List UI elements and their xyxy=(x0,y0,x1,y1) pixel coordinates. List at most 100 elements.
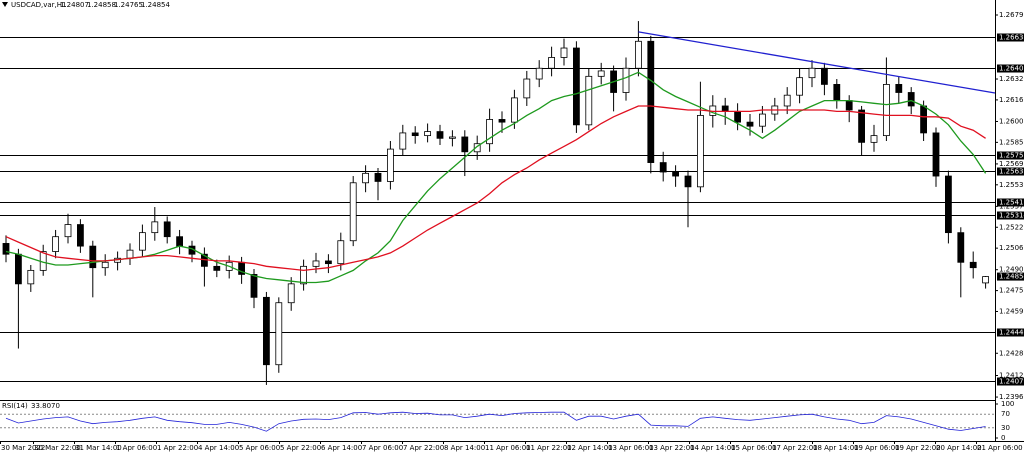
x-tick-label: 11 Apr 06:00 xyxy=(485,444,531,452)
candle-body xyxy=(374,172,382,182)
ohlc-close: 1.24854 xyxy=(141,1,170,9)
candle-body xyxy=(883,84,890,137)
candle-body xyxy=(101,261,109,269)
candle-body xyxy=(969,261,977,269)
y-tick-label: 1.25065 xyxy=(999,244,1024,252)
rsi-current: 33.8070 xyxy=(31,402,60,410)
candle-body xyxy=(845,100,853,111)
x-tick-label: 13 Apr 06:00 xyxy=(608,444,654,452)
candle-body xyxy=(461,136,469,153)
level-label: 1.25639 xyxy=(999,168,1024,176)
y-tick-label: 70 xyxy=(1001,410,1010,418)
candle-body xyxy=(473,143,481,153)
candle-body xyxy=(560,47,568,58)
rsi-line xyxy=(5,411,986,432)
candle-body xyxy=(498,119,506,123)
candle-body xyxy=(957,232,965,263)
ohlc-open: 1.24807 xyxy=(60,1,89,9)
y-tick-label: 1.26320 xyxy=(999,75,1024,83)
candle-body xyxy=(250,274,258,298)
candle-body xyxy=(424,131,432,137)
level-label-box xyxy=(997,377,1024,386)
candle-body xyxy=(386,148,394,182)
candle-body xyxy=(510,97,518,123)
y-tick-label: 1.24750 xyxy=(999,287,1024,295)
y-tick-label: 30 xyxy=(1001,424,1010,432)
candle-body xyxy=(523,78,531,99)
candle-body xyxy=(163,221,171,238)
y-tick-label: 1.25690 xyxy=(999,160,1024,168)
y-tick-label: 0 xyxy=(1001,434,1005,442)
candle-body xyxy=(262,296,270,366)
candle-body xyxy=(697,115,704,188)
candle-body xyxy=(548,57,555,69)
candle-body xyxy=(300,265,308,285)
candle-body xyxy=(833,84,841,101)
x-tick-label: 17 Apr 22:00 xyxy=(772,444,818,452)
level-label: 1.25753 xyxy=(999,152,1024,160)
x-tick-label: 19 Apr 06:00 xyxy=(854,444,900,452)
candle-body xyxy=(2,243,10,255)
x-tick-label: 12 Apr 14:00 xyxy=(567,444,613,452)
candle-body xyxy=(573,47,580,126)
candle-body xyxy=(907,92,915,107)
candle-body xyxy=(89,245,97,269)
candle-body xyxy=(349,182,357,242)
candle-body xyxy=(77,224,84,247)
candle-body xyxy=(287,283,295,304)
x-tick-label: 1 Apr 06:00 xyxy=(116,444,157,452)
candle-body xyxy=(796,77,803,96)
candle-body xyxy=(399,132,407,150)
level-label-box xyxy=(997,33,1024,42)
candle-body xyxy=(486,119,494,145)
y-tick-label: 1.24285 xyxy=(999,349,1024,357)
candle-body xyxy=(138,232,146,251)
level-label-box xyxy=(997,328,1024,337)
y-tick-label: 1.25220 xyxy=(999,223,1024,231)
ohlc-low: 1.24765 xyxy=(114,1,143,9)
candle-body xyxy=(759,113,766,127)
level-label: 1.25314 xyxy=(999,212,1024,220)
x-tick-label: 15 Apr 06:00 xyxy=(731,444,777,452)
x-tick-label: 4 Apr 14:00 xyxy=(198,444,239,452)
trend-line xyxy=(638,31,996,94)
y-tick-label: 1.26165 xyxy=(999,96,1024,104)
candle-body xyxy=(746,121,754,127)
candle-body xyxy=(597,70,605,77)
candle-body xyxy=(734,110,741,123)
candle-body xyxy=(126,249,134,259)
y-tick-label: 1.25850 xyxy=(999,138,1024,146)
candle-body xyxy=(721,105,729,112)
x-tick-label: 1 Apr 22:00 xyxy=(157,444,198,452)
candle-body xyxy=(982,276,989,284)
candle-body xyxy=(535,67,543,80)
current-price-box xyxy=(997,272,1024,281)
symbol: USDCAD,var,H1 xyxy=(11,1,67,9)
x-tick-label: 14 Apr 14:00 xyxy=(690,444,736,452)
x-tick-label: 6 Apr 14:00 xyxy=(321,444,362,452)
candle-body xyxy=(411,132,419,137)
candle-body xyxy=(783,94,791,107)
candle-body xyxy=(436,131,444,139)
x-tick-label: 19 Apr 22:00 xyxy=(895,444,941,452)
y-tick-label: 1.24905 xyxy=(999,266,1024,274)
candle-body xyxy=(324,260,332,265)
x-tick-label: 7 Apr 06:00 xyxy=(362,444,403,452)
x-tick-label: 8 Apr 14:00 xyxy=(444,444,485,452)
y-tick-label: 1.23960 xyxy=(999,393,1024,401)
candle-body xyxy=(647,40,655,163)
candle-body xyxy=(684,175,692,188)
x-tick-label: 20 Apr 14:00 xyxy=(936,444,982,452)
candle-body xyxy=(920,105,927,134)
candle-body xyxy=(858,109,865,143)
y-tick-label: 1.25535 xyxy=(999,181,1024,189)
x-tick-label: 7 Apr 22:00 xyxy=(403,444,444,452)
candle-body xyxy=(312,260,320,267)
candle-body xyxy=(448,136,456,139)
level-label: 1.24440 xyxy=(999,329,1024,337)
level-label-box xyxy=(997,167,1024,176)
candle-body xyxy=(870,135,878,143)
